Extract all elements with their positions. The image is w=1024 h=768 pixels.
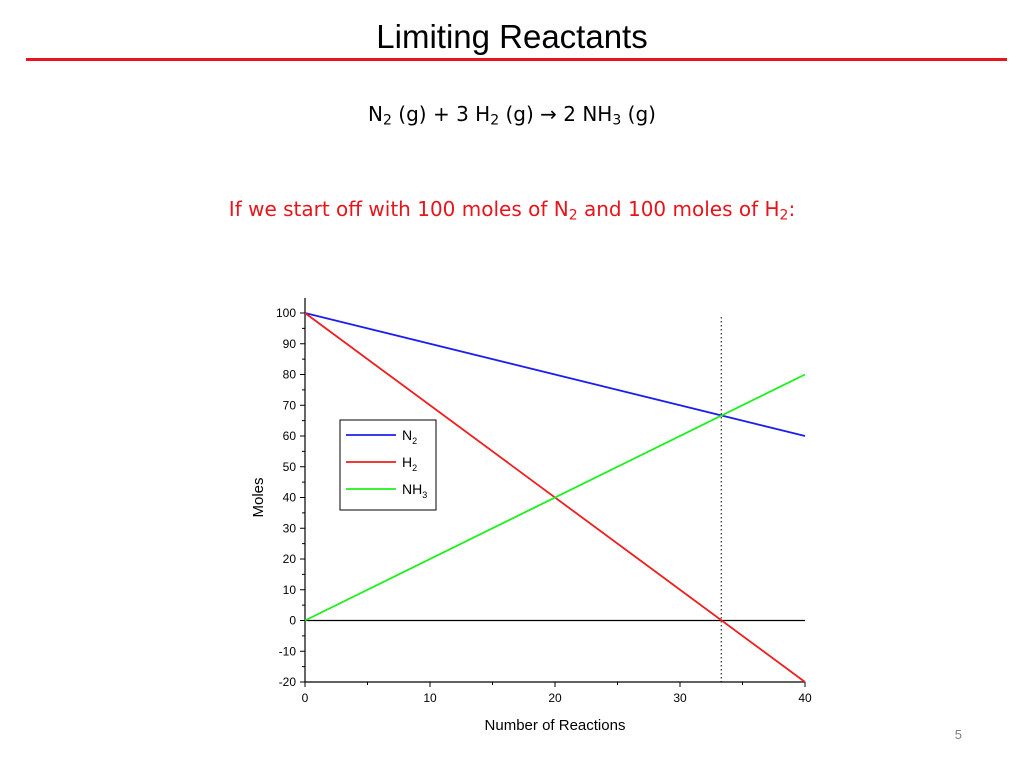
y-tick-label: 90: [283, 337, 297, 351]
equation-n2-subscript: 2: [383, 112, 392, 129]
equation-part4: (g): [621, 102, 656, 126]
y-tick-label: 0: [289, 614, 296, 628]
equation-nh3-subscript: 3: [612, 112, 622, 129]
y-tick-label: 40: [283, 491, 297, 505]
y-axis-label: Moles: [250, 477, 267, 517]
prompt-sub-2: 2: [779, 207, 789, 224]
y-tick-label: 100: [276, 306, 296, 320]
prompt-sub-1: 2: [568, 207, 578, 224]
starting-conditions-text: If we start off with 100 moles of N2 and…: [0, 197, 1024, 224]
equation-part3: 2 NH: [556, 102, 613, 126]
prompt-text-1: If we start off with 100 moles of N: [228, 197, 569, 221]
prompt-text-2: and 100 moles of H: [577, 197, 780, 221]
y-tick-label: 10: [283, 583, 297, 597]
series-line-nh3: [304, 373, 806, 622]
y-tick-label: 80: [283, 368, 297, 382]
y-tick-label: 30: [283, 521, 297, 535]
reaction-arrow-icon: →: [540, 102, 557, 126]
y-tick-label: 50: [283, 460, 297, 474]
equation-n2: N: [368, 102, 384, 126]
x-tick-label: 30: [673, 691, 687, 705]
page-number: 5: [954, 727, 962, 742]
x-tick-label: 0: [302, 691, 309, 705]
slide-title: Limiting Reactants: [376, 18, 648, 55]
series-line-n2: [304, 312, 806, 437]
moles-line-chart: -20 -10 0 10 20 30 40 50 60 70 80 90 100 0 10 20 30 40 Num…: [250, 298, 812, 734]
x-tick-label: 40: [798, 691, 812, 705]
reaction-equation: N2 (g) + 3 H2 (g) → 2 NH3 (g): [0, 102, 1024, 129]
equation-part1: (g) + 3 H: [391, 102, 491, 126]
y-tick-label: -10: [279, 644, 297, 658]
equation-h2-subscript: 2: [490, 112, 500, 129]
prompt-text-3: :: [788, 197, 796, 221]
equation-part2: (g): [499, 102, 541, 126]
y-tick-label: -20: [279, 675, 297, 689]
y-tick-label: 20: [283, 552, 297, 566]
y-tick-label: 60: [283, 429, 297, 443]
title-underline: [26, 58, 1007, 61]
x-axis-label: Number of Reactions: [485, 717, 626, 734]
x-tick-label: 20: [548, 691, 562, 705]
y-tick-label: 70: [283, 398, 297, 412]
legend-label: NH3: [402, 481, 427, 500]
x-tick-label: 10: [423, 691, 437, 705]
